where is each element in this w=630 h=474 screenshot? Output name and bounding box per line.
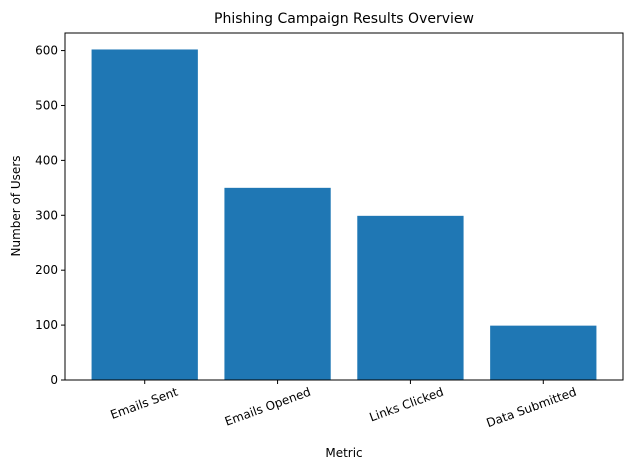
y-tick-label: 0 [50, 373, 58, 387]
x-tick-label: Data Submitted [484, 385, 578, 431]
y-tick-label: 300 [35, 208, 58, 222]
bar [490, 325, 597, 380]
y-tick-label: 400 [35, 153, 58, 167]
x-axis-label: Metric [325, 446, 362, 460]
x-tick-label: Emails Opened [223, 385, 313, 429]
y-tick-label: 500 [35, 98, 58, 112]
y-axis-label: Number of Users [9, 155, 23, 256]
axes-frame [64, 32, 624, 381]
bar [91, 49, 198, 380]
y-tick-label: 100 [35, 318, 58, 332]
x-tick-label: Emails Sent [109, 385, 180, 422]
x-tick-label: Links Clicked [368, 385, 446, 425]
bar [224, 187, 331, 380]
y-tick-label: 200 [35, 263, 58, 277]
y-tick-label: 600 [35, 44, 58, 58]
chart-title: Phishing Campaign Results Overview [214, 11, 474, 27]
bar [357, 215, 464, 380]
